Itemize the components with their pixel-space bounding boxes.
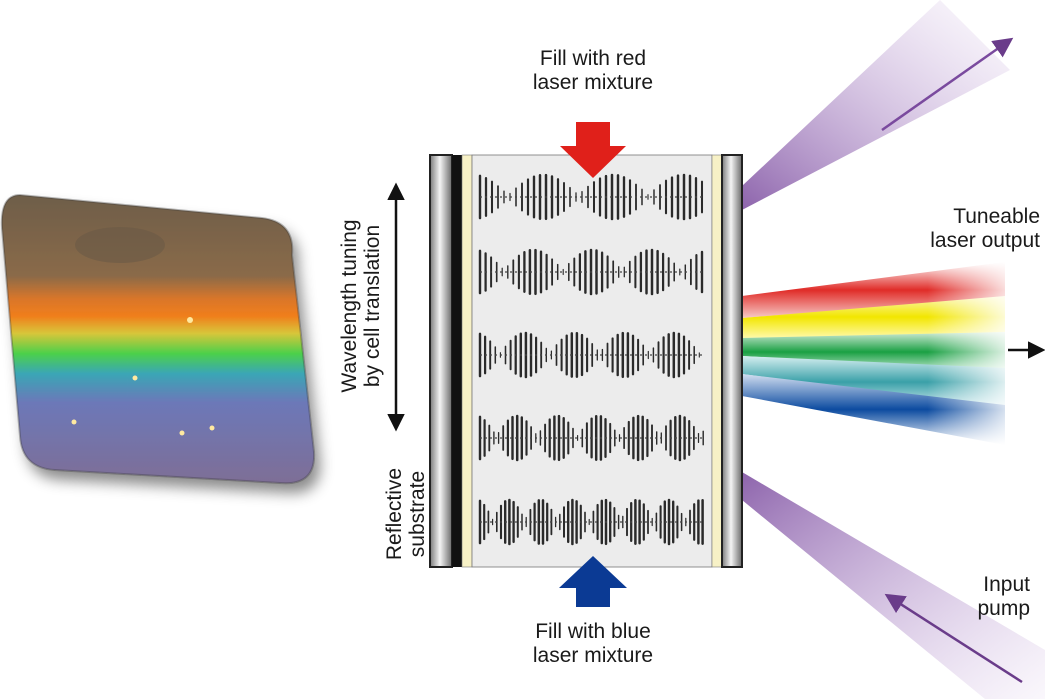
tuning-label: Wavelength tuning by cell translation: [338, 219, 384, 393]
fill-red-label: Fill with red laser mixture: [532, 47, 654, 94]
substrate-label: Reflective substrate: [383, 467, 429, 561]
laser-cell: [429, 154, 743, 568]
reflective-substrate: [452, 155, 462, 567]
sample-photo: [0, 193, 316, 485]
standing-wave: [478, 498, 704, 546]
standing-wave: [478, 173, 704, 221]
left-glass: [429, 154, 453, 568]
red-fill-arrow: [560, 122, 626, 178]
standing-wave: [478, 331, 704, 379]
pump-label: Input pump: [977, 573, 1030, 620]
fill-blue-label: Fill with blue laser mixture: [532, 620, 654, 667]
input-pump-beam: [742, 472, 1045, 699]
right-glass: [721, 154, 743, 568]
standing-wave: [478, 414, 704, 462]
blue-fill-arrow: [559, 556, 627, 607]
right-liner: [711, 154, 723, 568]
upper-pump-beam: [742, 0, 1014, 210]
standing-wave: [478, 248, 704, 296]
left-liner: [461, 154, 473, 568]
output-beams: [742, 255, 1007, 450]
exit-arrow: [881, 37, 1014, 132]
input-arrow: [884, 593, 1023, 684]
output-label: Tuneable laser output: [930, 205, 1040, 252]
